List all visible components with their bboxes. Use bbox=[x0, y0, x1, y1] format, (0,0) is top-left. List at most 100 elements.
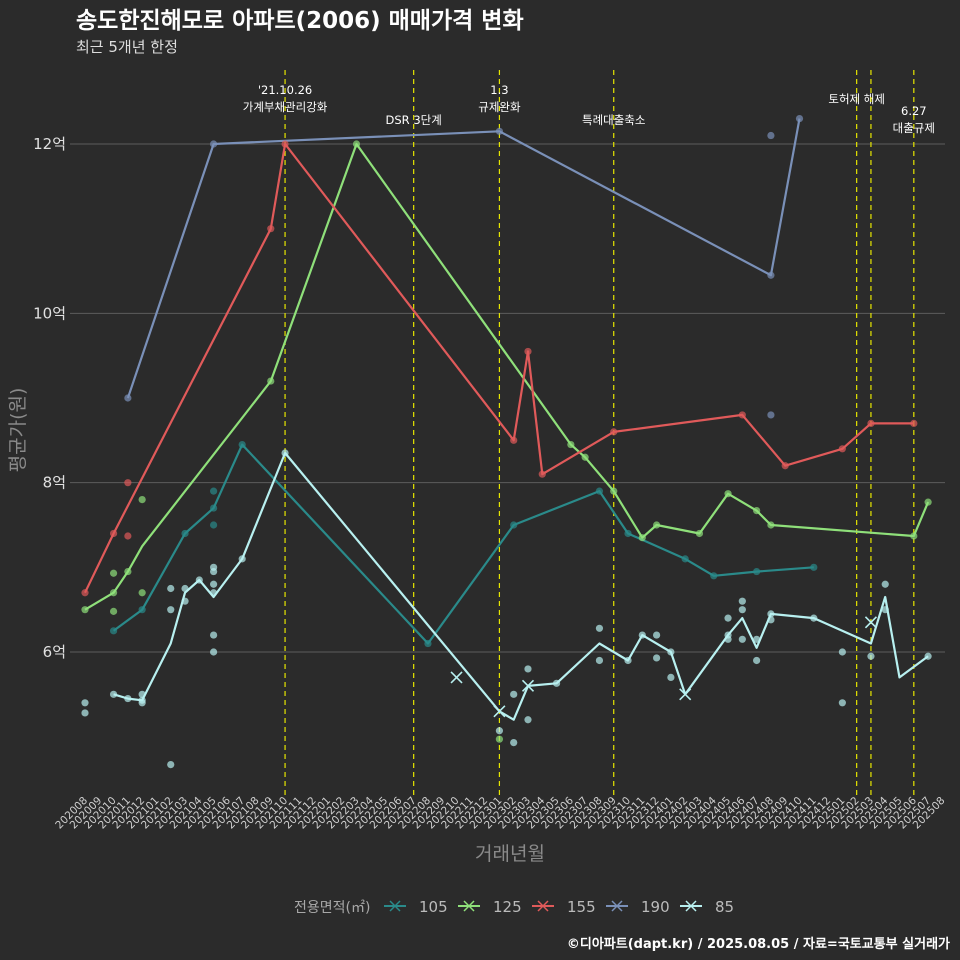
event-label: '21.10.26 bbox=[258, 83, 312, 97]
data-point-190 bbox=[495, 127, 504, 135]
data-point-85 bbox=[838, 648, 846, 656]
data-point-190 bbox=[767, 271, 775, 279]
data-point-85 bbox=[81, 699, 89, 707]
data-point-85 bbox=[881, 580, 889, 588]
data-point-85 bbox=[167, 606, 175, 614]
legend-item-155: 155 bbox=[532, 898, 596, 916]
data-point-105 bbox=[510, 521, 518, 529]
data-point-190 bbox=[210, 140, 218, 148]
data-point-85 bbox=[638, 631, 646, 639]
chart-caption: ©디아파트(dapt.kr) / 2025.08.05 / 자료=국토교통부 실… bbox=[567, 936, 950, 952]
data-point-155 bbox=[838, 445, 846, 453]
legend-label: 105 bbox=[419, 898, 448, 916]
data-point-85 bbox=[167, 761, 175, 769]
data-point-85 bbox=[81, 709, 89, 717]
data-point-105 bbox=[210, 487, 218, 495]
cross-point-85 bbox=[864, 616, 878, 629]
data-point-85 bbox=[524, 716, 532, 724]
legend-swatch-cross bbox=[611, 900, 623, 912]
data-point-85 bbox=[738, 635, 746, 643]
data-point-85 bbox=[810, 614, 818, 622]
data-point-125 bbox=[81, 606, 89, 614]
data-point-155 bbox=[267, 225, 275, 233]
data-point-125 bbox=[653, 521, 661, 529]
data-point-105 bbox=[238, 440, 246, 449]
legend-item-105: 105 bbox=[384, 898, 448, 916]
cross-stroke bbox=[521, 679, 535, 692]
data-point-125 bbox=[695, 529, 704, 538]
data-point-85 bbox=[724, 635, 732, 643]
data-point-105 bbox=[424, 639, 432, 648]
x-axis-label: 거래년월 bbox=[475, 843, 545, 865]
y-tick-label: 6억 bbox=[43, 643, 66, 661]
data-point-85 bbox=[281, 449, 289, 457]
data-point-85 bbox=[838, 699, 846, 707]
event-label: 규제완화 bbox=[478, 100, 521, 114]
data-point-155 bbox=[738, 411, 746, 419]
legend-title: 전용면적(㎡) bbox=[294, 900, 370, 916]
data-point-155 bbox=[281, 140, 289, 148]
data-point-85 bbox=[667, 673, 675, 682]
cross-point-85 bbox=[679, 688, 692, 701]
data-point-85 bbox=[210, 580, 218, 588]
chart-subtitle: 최근 5개년 한정 bbox=[76, 38, 178, 56]
data-point-125 bbox=[109, 569, 118, 577]
data-point-125 bbox=[581, 453, 589, 461]
legend-label: 190 bbox=[641, 898, 670, 916]
data-point-85 bbox=[924, 652, 932, 660]
legend-swatch-cross bbox=[389, 900, 401, 912]
data-point-125 bbox=[138, 589, 146, 597]
data-point-155 bbox=[524, 347, 532, 356]
data-point-155 bbox=[910, 419, 918, 427]
cross-point-85 bbox=[450, 671, 463, 684]
event-label: 토허제 해제 bbox=[828, 92, 885, 106]
data-point-155 bbox=[510, 436, 518, 444]
legend-item-190: 190 bbox=[606, 898, 670, 916]
legend-item-125: 125 bbox=[458, 898, 522, 916]
data-point-190 bbox=[767, 131, 775, 140]
legend-swatch-cross bbox=[463, 900, 475, 912]
y-tick-label: 10억 bbox=[33, 304, 66, 322]
event-label: 가계부채관리강화 bbox=[243, 100, 328, 114]
legend: 전용면적(㎡) 105 125 155 190 85 bbox=[294, 898, 734, 916]
data-point-125 bbox=[138, 496, 146, 504]
event-label: 1.3 bbox=[490, 83, 508, 97]
data-point-105 bbox=[681, 555, 689, 563]
data-point-85 bbox=[210, 563, 218, 571]
data-point-85 bbox=[595, 624, 604, 632]
legend-item-85: 85 bbox=[680, 898, 734, 916]
cross-stroke bbox=[864, 616, 878, 629]
data-point-155 bbox=[124, 479, 132, 487]
data-point-85 bbox=[138, 690, 146, 698]
data-point-155 bbox=[867, 419, 875, 427]
data-point-85 bbox=[495, 727, 504, 735]
data-point-85 bbox=[210, 631, 218, 639]
data-point-125 bbox=[924, 498, 932, 506]
data-point-85 bbox=[738, 606, 746, 614]
cross-stroke bbox=[450, 671, 463, 684]
legend-swatch-cross bbox=[537, 900, 549, 912]
data-point-105 bbox=[810, 563, 818, 571]
data-point-105 bbox=[138, 606, 146, 614]
data-point-85 bbox=[653, 631, 661, 639]
data-point-105 bbox=[210, 504, 218, 512]
data-point-85 bbox=[753, 635, 761, 643]
chart-title: 송도한진해모로 아파트(2006) 매매가격 변화 bbox=[76, 8, 524, 34]
data-point-105 bbox=[753, 567, 761, 576]
data-point-105 bbox=[181, 529, 189, 538]
data-point-125 bbox=[724, 490, 732, 498]
data-point-125 bbox=[109, 607, 118, 615]
data-point-85 bbox=[109, 690, 118, 698]
data-point-125 bbox=[610, 487, 618, 495]
data-point-105 bbox=[595, 487, 604, 495]
data-point-125 bbox=[567, 440, 575, 449]
event-label: 특례대출축소 bbox=[582, 113, 645, 127]
data-point-85 bbox=[524, 665, 532, 673]
data-point-85 bbox=[624, 656, 632, 665]
data-point-85 bbox=[510, 738, 518, 747]
data-point-85 bbox=[210, 648, 218, 656]
data-point-155 bbox=[109, 529, 118, 538]
data-point-85 bbox=[595, 656, 604, 665]
